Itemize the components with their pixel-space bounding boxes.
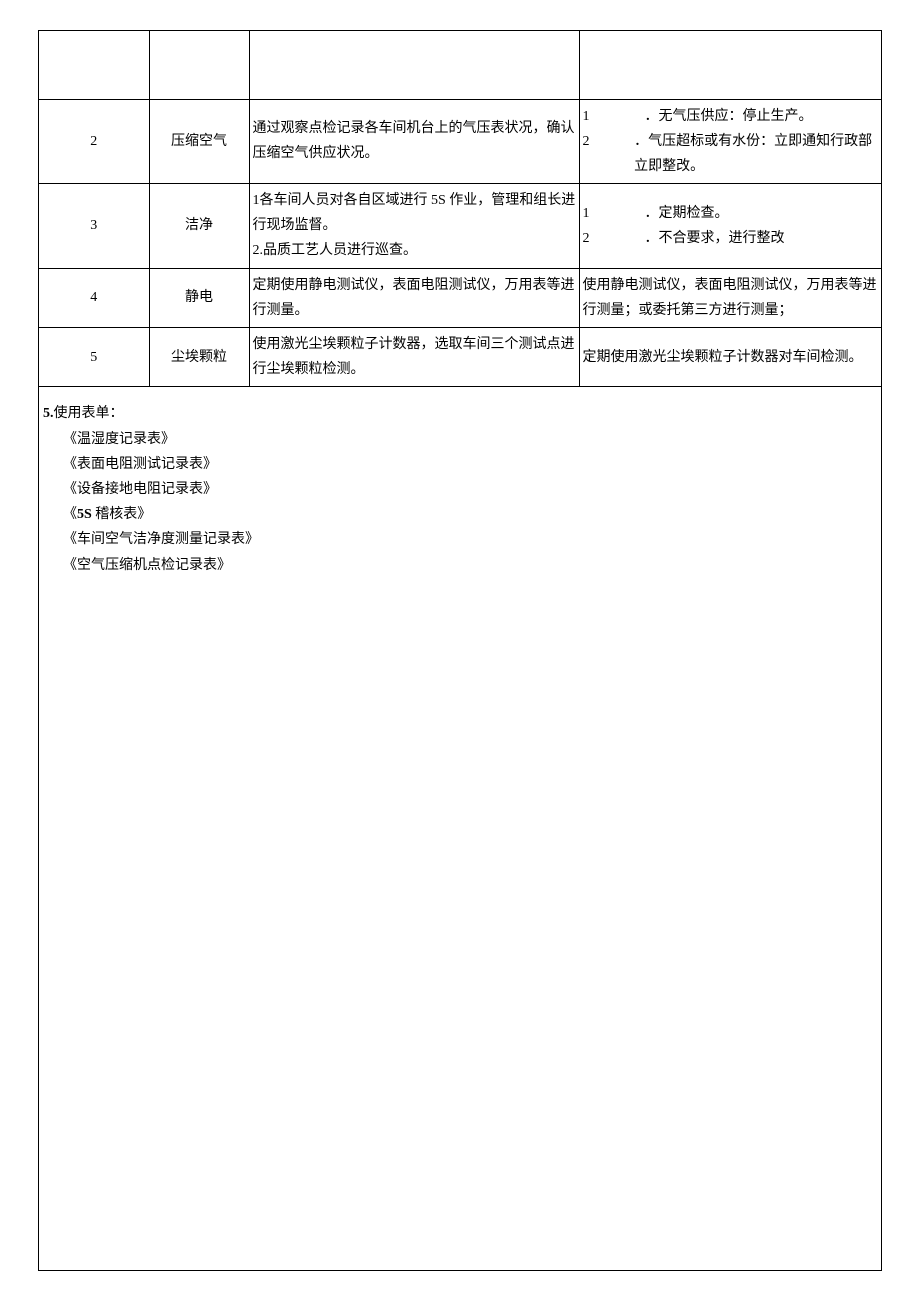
list-number: 1 [583,201,595,226]
cell-method: 1各车间人员对各自区域进行 5S 作业，管理和组长进行现场监督。 2.品质工艺人… [249,184,579,269]
cell-method [249,31,579,99]
cell-action: 1 ．定期检查。 2 ．不合要求，进行整改 [579,184,881,269]
cell-num: 2 [39,99,149,184]
action-line: 2 ．不合要求，进行整改 [583,226,879,251]
cell-action: 1 ．无气压供应：停止生产。 2 ．气压超标或有水份：立即通知行政部立即整改。 [579,99,881,184]
section-heading: 5.使用表单： [43,401,877,426]
action-line: 2 ．气压超标或有水份：立即通知行政部立即整改。 [583,129,879,179]
environment-table: 2 压缩空气 通过观察点检记录各车间机台上的气压表状况，确认压缩空气供应状况。 … [39,31,881,387]
table-row: 3 洁净 1各车间人员对各自区域进行 5S 作业，管理和组长进行现场监督。 2.… [39,184,881,269]
form-item: 《温湿度记录表》 [63,427,877,452]
list-number: 1 [583,104,595,129]
cell-action: 使用静电测试仪，表面电阻测试仪，万用表等进行测量；或委托第三方进行测量； [579,268,881,327]
table-row [39,31,881,99]
action-line: 1 ．无气压供应：停止生产。 [583,104,879,129]
cell-num: 4 [39,268,149,327]
list-text: ．定期检查。 [645,201,729,226]
form-item-bold: 5S [77,507,95,522]
form-item-post: 稽核表》 [95,507,151,522]
form-item: 《空气压缩机点检记录表》 [63,553,877,578]
list-text: ．无气压供应：停止生产。 [645,104,813,129]
page-content: 2 压缩空气 通过观察点检记录各车间机台上的气压表状况，确认压缩空气供应状况。 … [39,31,881,578]
form-item-pre: 《 [63,507,77,522]
form-list: 《温湿度记录表》 《表面电阻测试记录表》 《设备接地电阻记录表》 《5S 稽核表… [43,427,877,578]
cell-action [579,31,881,99]
cell-item: 尘埃颗粒 [149,328,249,387]
cell-method: 通过观察点检记录各车间机台上的气压表状况，确认压缩空气供应状况。 [249,99,579,184]
list-number: 2 [583,129,595,154]
cell-item [149,31,249,99]
cell-item: 静电 [149,268,249,327]
cell-method: 定期使用静电测试仪，表面电阻测试仪，万用表等进行测量。 [249,268,579,327]
action-line: 1 ．定期检查。 [583,201,879,226]
table-row: 5 尘埃颗粒 使用激光尘埃颗粒子计数器，选取车间三个测试点进行尘埃颗粒检测。 定… [39,328,881,387]
section-5-forms: 5.使用表单： 《温湿度记录表》 《表面电阻测试记录表》 《设备接地电阻记录表》… [39,387,881,577]
cell-method: 使用激光尘埃颗粒子计数器，选取车间三个测试点进行尘埃颗粒检测。 [249,328,579,387]
cell-num: 3 [39,184,149,269]
page-border: 2 压缩空气 通过观察点检记录各车间机台上的气压表状况，确认压缩空气供应状况。 … [38,30,882,1271]
form-item: 《车间空气洁净度测量记录表》 [63,527,877,552]
form-item: 《设备接地电阻记录表》 [63,477,877,502]
list-text: ．气压超标或有水份：立即通知行政部立即整改。 [634,129,878,179]
cell-item: 压缩空气 [149,99,249,184]
table-row: 2 压缩空气 通过观察点检记录各车间机台上的气压表状况，确认压缩空气供应状况。 … [39,99,881,184]
cell-num: 5 [39,328,149,387]
form-item: 《表面电阻测试记录表》 [63,452,877,477]
cell-item: 洁净 [149,184,249,269]
form-item: 《5S 稽核表》 [63,502,877,527]
cell-action: 定期使用激光尘埃颗粒子计数器对车间检测。 [579,328,881,387]
table-row: 4 静电 定期使用静电测试仪，表面电阻测试仪，万用表等进行测量。 使用静电测试仪… [39,268,881,327]
list-number: 2 [583,226,595,251]
cell-num [39,31,149,99]
list-text: ．不合要求，进行整改 [645,226,785,251]
heading-text: 使用表单： [54,406,124,421]
heading-number: 5. [43,406,54,421]
